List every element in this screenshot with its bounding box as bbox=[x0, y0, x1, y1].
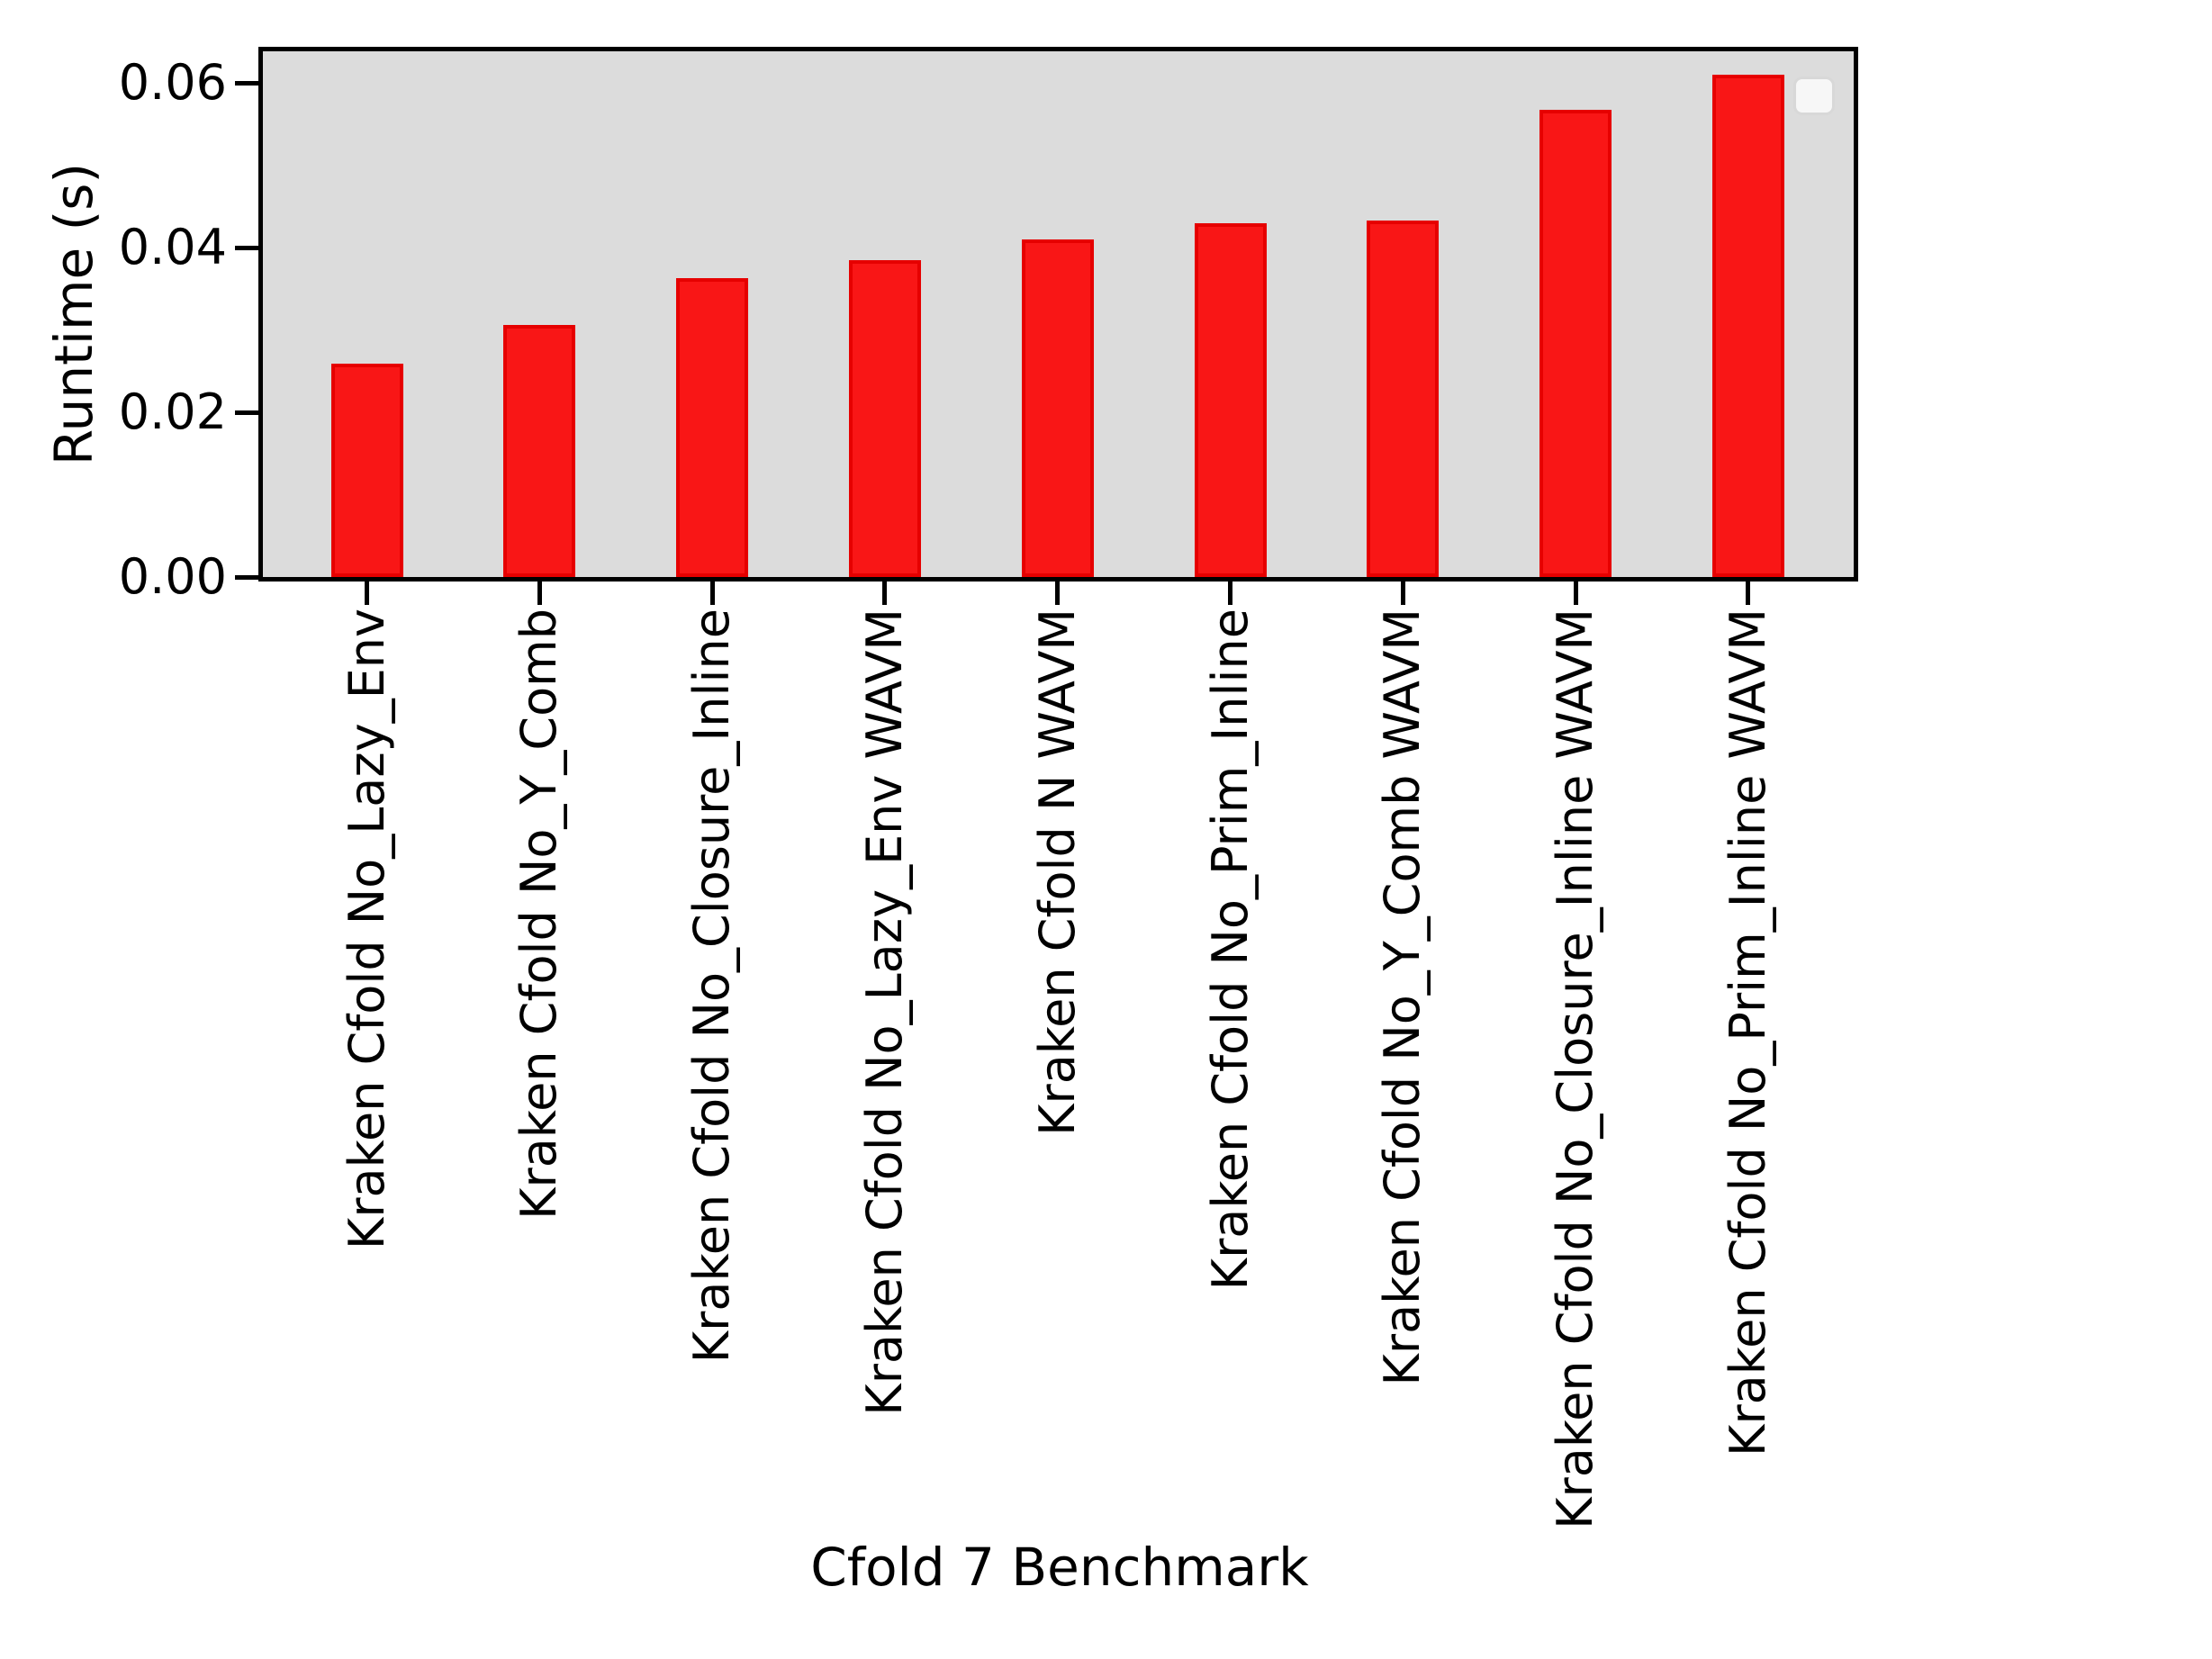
legend-box bbox=[1793, 77, 1835, 115]
x-tick bbox=[365, 582, 369, 605]
y-tick-label: 0.04 bbox=[118, 219, 227, 275]
bar bbox=[503, 325, 576, 577]
y-axis-title: Runtime (s) bbox=[43, 162, 104, 466]
y-tick bbox=[235, 80, 258, 86]
y-tick bbox=[235, 245, 258, 250]
x-tick-label: Kraken Cfold No_Closure_Inline WAVM bbox=[1547, 609, 1604, 1529]
y-tick-label: 0.06 bbox=[118, 54, 227, 111]
x-tick bbox=[1573, 582, 1578, 605]
x-tick-label: Kraken Cfold No_Closure_Inline bbox=[683, 609, 741, 1364]
x-tick bbox=[1228, 582, 1232, 605]
y-tick-label: 0.00 bbox=[118, 548, 227, 605]
x-tick-label: Kraken Cfold No_Prim_Inline WAVM bbox=[1719, 609, 1776, 1456]
x-tick-label: Kraken Cfold No_Y_Comb bbox=[510, 609, 568, 1220]
x-tick bbox=[709, 582, 715, 605]
x-tick bbox=[882, 582, 888, 605]
x-tick-label: Kraken Cfold No_Prim_Inline bbox=[1201, 609, 1259, 1291]
x-tick-label: Kraken Cfold No_Y_Comb WAVM bbox=[1374, 609, 1431, 1386]
bar bbox=[1367, 220, 1440, 577]
y-tick-label: 0.02 bbox=[118, 383, 227, 440]
bar bbox=[1021, 239, 1094, 577]
bar bbox=[1711, 74, 1784, 577]
x-tick bbox=[1055, 582, 1061, 605]
x-tick bbox=[537, 582, 542, 605]
x-tick-label: Kraken Cfold No_Lazy_Env bbox=[338, 609, 395, 1250]
bar bbox=[1194, 223, 1267, 577]
x-tick bbox=[1400, 582, 1405, 605]
x-axis-title: Cfold 7 Benchmark bbox=[810, 1537, 1309, 1598]
x-tick-label: Kraken Cfold No_Lazy_Env WAVM bbox=[855, 609, 913, 1416]
y-tick bbox=[235, 410, 258, 415]
bar bbox=[330, 364, 403, 577]
bar bbox=[676, 277, 749, 577]
y-tick bbox=[235, 574, 258, 580]
x-tick bbox=[1746, 582, 1751, 605]
bar bbox=[848, 259, 921, 577]
bar bbox=[1539, 110, 1612, 577]
x-tick-label: Kraken Cfold N WAVM bbox=[1028, 609, 1086, 1136]
